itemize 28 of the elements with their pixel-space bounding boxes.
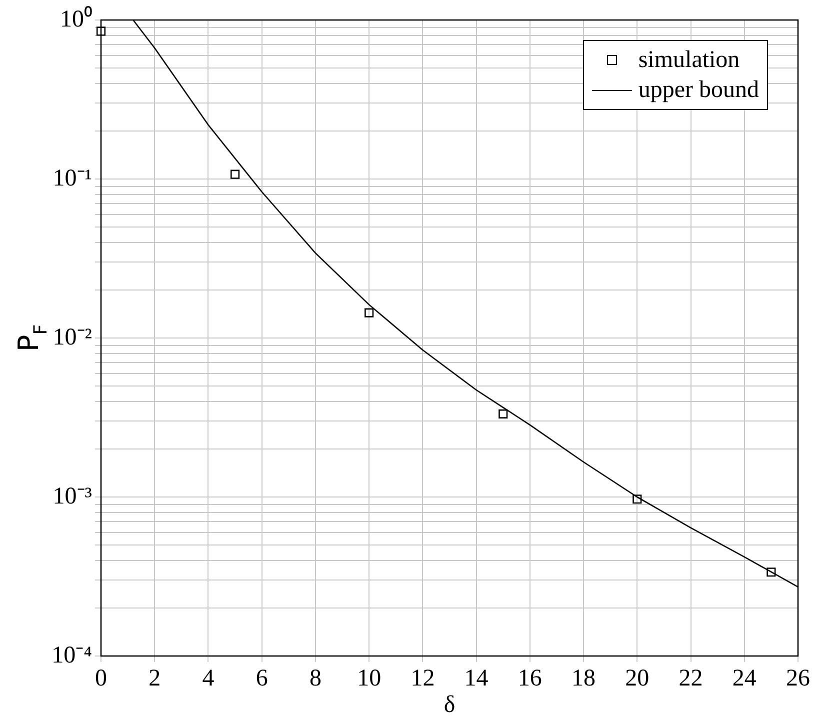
point bbox=[766, 568, 776, 577]
y-tick-label: 10⁻² bbox=[52, 324, 92, 350]
y-tick-label: 10⁻³ bbox=[52, 483, 92, 510]
x-axis-title: δ bbox=[444, 692, 456, 718]
x-tick-label: 16 bbox=[518, 666, 542, 692]
x-tick-label: 2 bbox=[148, 666, 161, 692]
y-tick-label: 10⁰ bbox=[60, 5, 92, 32]
x-tick-label: 26 bbox=[786, 666, 810, 692]
x-tick-label: 18 bbox=[572, 666, 596, 692]
y-tick-label: 10⁻¹ bbox=[52, 165, 92, 192]
point bbox=[632, 494, 642, 504]
point bbox=[364, 308, 374, 318]
x-tick-label: 20 bbox=[625, 666, 650, 692]
x-tick-label: 6 bbox=[256, 666, 268, 692]
x-tick-label: 8 bbox=[309, 666, 322, 692]
x-tick-label: 12 bbox=[410, 666, 435, 692]
point bbox=[498, 409, 508, 418]
x-tick-label: 4 bbox=[202, 666, 214, 692]
x-tick-label: 24 bbox=[732, 666, 756, 692]
legend-label: upper bound bbox=[638, 76, 759, 104]
x-tick-label: 0 bbox=[95, 666, 107, 692]
y-tick-label: 10⁻⁴ bbox=[52, 642, 92, 668]
x-tick-label: 14 bbox=[464, 666, 488, 692]
legend-label: simulation bbox=[638, 46, 740, 74]
y-axis-title: PF bbox=[12, 324, 52, 352]
x-tick-label: 10 bbox=[357, 666, 382, 692]
point bbox=[230, 170, 240, 179]
x-tick-label: 22 bbox=[678, 666, 703, 692]
